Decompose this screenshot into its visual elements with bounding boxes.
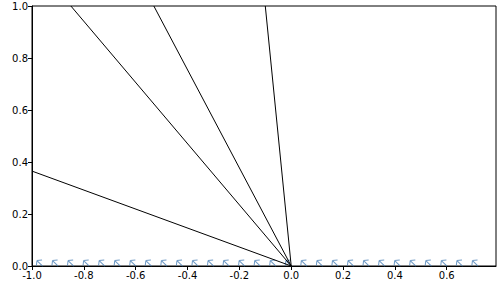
svg-text:0.0: 0.0 — [12, 260, 28, 272]
svg-text:0.2: 0.2 — [335, 270, 351, 281]
svg-text:0.8: 0.8 — [12, 53, 28, 64]
svg-text:-1.0: -1.0 — [22, 270, 42, 281]
svg-text:0.2: 0.2 — [12, 209, 28, 220]
svg-text:-0.2: -0.2 — [230, 270, 250, 281]
svg-text:-0.6: -0.6 — [126, 270, 146, 281]
svg-text:0.6: 0.6 — [12, 105, 28, 116]
svg-text:0.0: 0.0 — [283, 270, 299, 281]
svg-text:0.4: 0.4 — [12, 157, 28, 168]
svg-text:0.6: 0.6 — [439, 270, 455, 281]
svg-text:0.4: 0.4 — [387, 270, 403, 281]
svg-text:-0.8: -0.8 — [74, 270, 94, 281]
svg-text:-0.4: -0.4 — [178, 270, 198, 281]
svg-text:1.0: 1.0 — [12, 1, 28, 12]
